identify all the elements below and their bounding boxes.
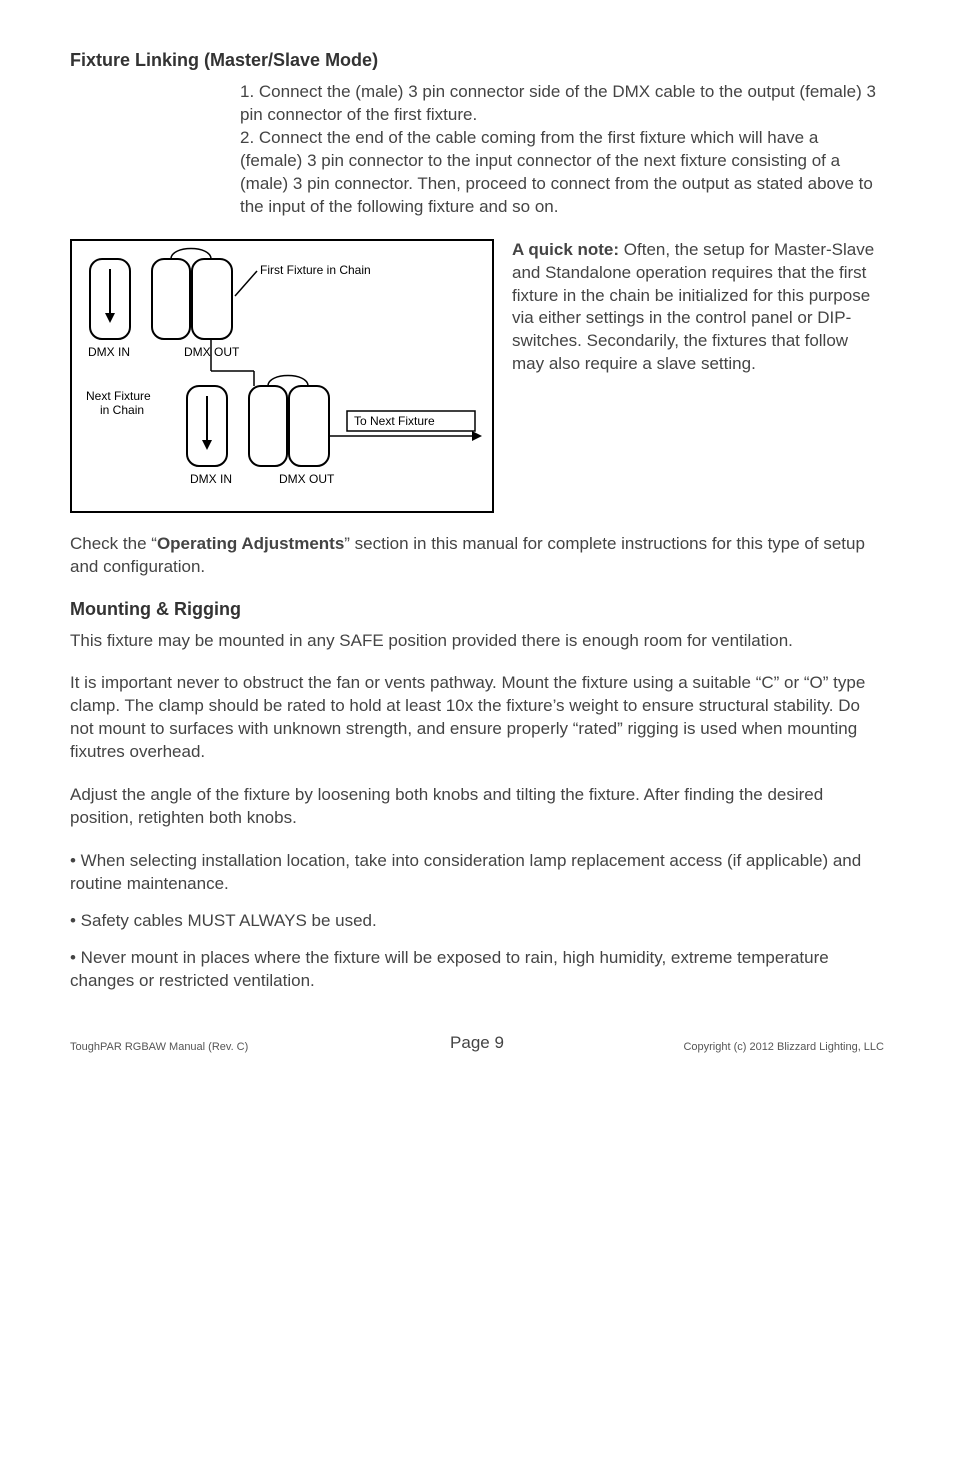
steps-block: 1. Connect the (male) 3 pin connector si… xyxy=(240,81,884,219)
footer-page-number: Page 9 xyxy=(341,1033,612,1053)
bullet-3: • Never mount in places where the fixtur… xyxy=(70,947,884,993)
label-first-fixture: First Fixture in Chain xyxy=(260,263,371,277)
bullet-1: • When selecting installation location, … xyxy=(70,850,884,896)
page-container: Fixture Linking (Master/Slave Mode) 1. C… xyxy=(0,0,954,1083)
label-next-fixture: Next Fixture xyxy=(86,389,151,403)
footer-copyright: Copyright (c) 2012 Blizzard Lighting, LL… xyxy=(613,1041,884,1053)
mounting-rigging-heading: Mounting & Rigging xyxy=(70,599,884,620)
dmx-chain-diagram: First Fixture in Chain DMX IN DMX OUT Ne… xyxy=(70,239,494,513)
mounting-p3: Adjust the angle of the fixture by loose… xyxy=(70,784,884,830)
page-footer: ToughPAR RGBAW Manual (Rev. C) Page 9 Co… xyxy=(70,1033,884,1053)
quick-note-text: Often, the setup for Master-Slave and St… xyxy=(512,240,874,374)
label-in-chain: in Chain xyxy=(100,403,144,417)
quick-note-label: A quick note: xyxy=(512,240,619,259)
quick-note-block: A quick note: Often, the setup for Maste… xyxy=(512,239,884,513)
label-dmx-in-1: DMX IN xyxy=(88,345,130,359)
mounting-p2: It is important never to obstruct the fa… xyxy=(70,672,884,764)
step-1-text: 1. Connect the (male) 3 pin connector si… xyxy=(240,81,884,127)
fixture-linking-heading: Fixture Linking (Master/Slave Mode) xyxy=(70,50,884,71)
check-bold: Operating Adjustments xyxy=(157,534,344,553)
label-dmx-in-2: DMX IN xyxy=(190,472,232,486)
check-pre: Check the “ xyxy=(70,534,157,553)
label-dmx-out-1: DMX OUT xyxy=(184,345,239,359)
footer-left: ToughPAR RGBAW Manual (Rev. C) xyxy=(70,1041,341,1053)
mounting-p1: This fixture may be mounted in any SAFE … xyxy=(70,630,884,653)
label-to-next-fixture: To Next Fixture xyxy=(354,414,435,428)
bullet-2: • Safety cables MUST ALWAYS be used. xyxy=(70,910,884,933)
diagram-and-note-row: First Fixture in Chain DMX IN DMX OUT Ne… xyxy=(70,239,884,513)
step-2-text: 2. Connect the end of the cable coming f… xyxy=(240,127,884,219)
check-operating-adjustments: Check the “Operating Adjustments” sectio… xyxy=(70,533,884,579)
label-dmx-out-2: DMX OUT xyxy=(279,472,334,486)
